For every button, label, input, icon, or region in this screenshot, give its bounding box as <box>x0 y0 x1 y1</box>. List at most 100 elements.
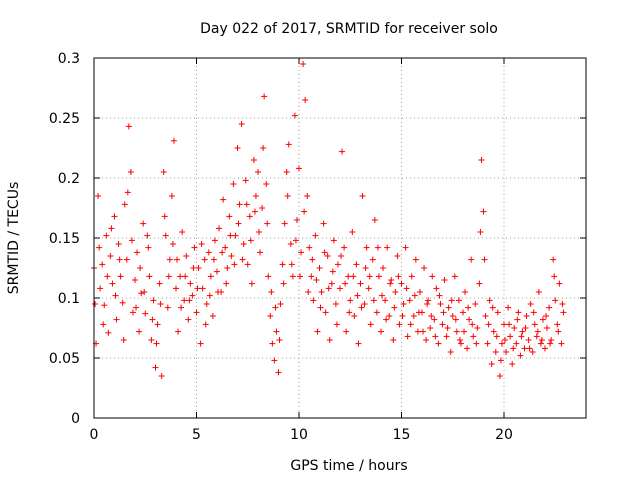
data-point <box>281 220 288 227</box>
data-point <box>456 337 463 343</box>
data-point <box>333 321 340 328</box>
data-point <box>113 316 120 323</box>
data-point <box>351 313 358 319</box>
data-point <box>156 280 163 287</box>
data-point <box>547 340 554 347</box>
data-point <box>343 328 350 335</box>
y-tick-label: 0.05 <box>49 351 80 367</box>
data-point <box>107 253 114 259</box>
data-point <box>207 273 214 280</box>
data-point <box>261 93 268 100</box>
y-tick-label: 0.3 <box>58 51 80 67</box>
y-tick-label: 0 <box>71 411 80 427</box>
data-point <box>445 304 452 311</box>
x-tick-label: 15 <box>393 427 411 443</box>
y-tick-label: 0.25 <box>49 111 80 127</box>
data-point <box>435 340 442 347</box>
data-point <box>477 229 484 235</box>
data-point <box>152 364 159 371</box>
data-point <box>292 237 299 244</box>
data-point <box>502 337 509 343</box>
data-point <box>298 249 305 256</box>
data-point <box>272 304 279 311</box>
data-point <box>144 232 151 239</box>
data-point <box>185 316 192 323</box>
data-point <box>146 273 153 280</box>
data-point <box>320 220 327 227</box>
data-point <box>119 299 126 306</box>
data-point <box>432 333 439 340</box>
y-axis-label: SRMTID / TECUs <box>6 182 22 295</box>
data-point <box>460 309 466 316</box>
data-point <box>271 357 278 364</box>
data-point <box>373 309 380 316</box>
data-point <box>280 280 287 287</box>
data-point <box>513 340 520 347</box>
data-point <box>284 193 291 199</box>
data-point <box>550 256 557 263</box>
data-point <box>394 253 401 259</box>
data-point <box>492 349 499 355</box>
data-point <box>305 289 312 295</box>
data-point <box>406 297 413 304</box>
data-point <box>474 325 481 331</box>
data-point <box>537 340 544 347</box>
data-point <box>252 193 259 199</box>
data-point <box>374 244 381 251</box>
data-point <box>367 321 374 328</box>
data-point <box>260 145 267 151</box>
data-point <box>210 256 217 263</box>
data-point <box>194 285 201 292</box>
data-point <box>306 244 313 251</box>
data-point <box>548 337 555 343</box>
data-point <box>164 304 171 311</box>
data-point <box>276 337 283 343</box>
data-point <box>328 280 335 287</box>
data-point <box>363 244 370 251</box>
data-point <box>455 297 462 304</box>
data-point <box>347 297 354 304</box>
data-point <box>349 229 356 235</box>
data-point <box>515 309 522 316</box>
data-point <box>559 301 566 307</box>
data-point <box>231 261 238 268</box>
data-point <box>96 244 103 251</box>
data-point <box>470 333 477 340</box>
data-point <box>140 220 147 227</box>
data-point <box>264 220 271 227</box>
data-point <box>149 316 156 323</box>
data-point <box>370 297 377 304</box>
data-point <box>138 290 145 297</box>
data-point <box>275 369 282 376</box>
data-point <box>391 304 398 311</box>
data-point <box>357 280 364 287</box>
data-point <box>178 304 185 311</box>
data-point <box>326 337 333 343</box>
data-point <box>525 337 532 343</box>
data-point <box>165 273 172 280</box>
data-point <box>242 177 249 184</box>
data-point <box>546 304 553 311</box>
data-point <box>371 217 378 223</box>
data-point <box>452 316 459 323</box>
data-point <box>189 292 196 299</box>
data-point <box>125 123 132 130</box>
data-point <box>168 193 175 199</box>
data-point <box>321 249 328 256</box>
y-tick-label: 0.2 <box>58 171 80 187</box>
data-point <box>345 273 352 280</box>
x-tick-label: 10 <box>290 427 308 443</box>
data-point <box>128 237 135 244</box>
data-point <box>443 333 450 340</box>
data-point <box>160 169 167 175</box>
data-point <box>183 253 190 259</box>
data-point <box>250 157 257 163</box>
data-point <box>187 280 194 287</box>
data-point <box>174 256 181 263</box>
data-point <box>240 241 247 247</box>
data-point <box>402 244 409 251</box>
data-point <box>248 280 255 287</box>
data-point <box>482 313 489 319</box>
data-point <box>222 244 229 251</box>
data-points <box>91 61 567 379</box>
